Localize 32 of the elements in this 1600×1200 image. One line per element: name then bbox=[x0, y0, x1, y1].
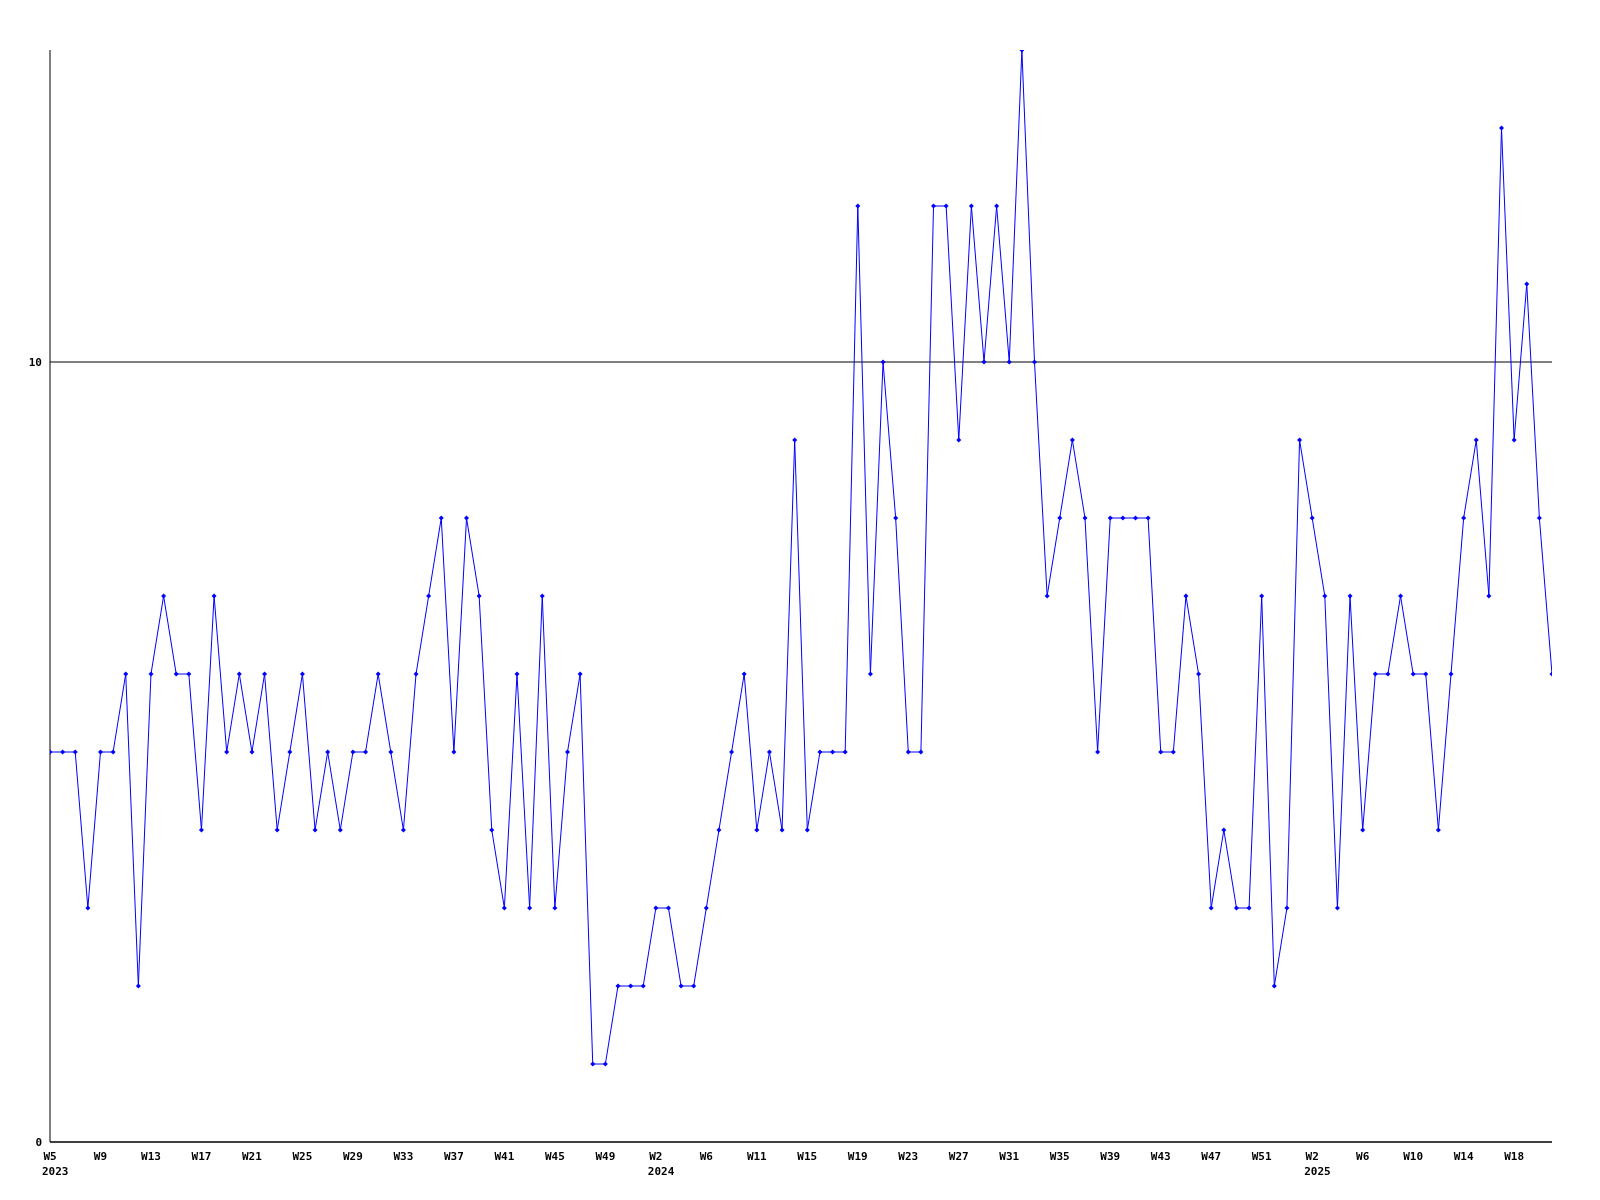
x-tick-label: W14 bbox=[1453, 1150, 1474, 1163]
x-tick-label: W9 bbox=[93, 1150, 108, 1163]
x-tick-label: W18 bbox=[1504, 1150, 1525, 1163]
x-tick-label: W49 bbox=[595, 1150, 616, 1163]
x-tick-label: W10 bbox=[1403, 1150, 1424, 1163]
x-tick-label: W43 bbox=[1150, 1150, 1171, 1163]
x-tick-label: W23 bbox=[898, 1150, 919, 1163]
x-tick-label: W19 bbox=[847, 1150, 868, 1163]
x-tick-label: W27 bbox=[948, 1150, 969, 1163]
x-tick-label: W39 bbox=[1100, 1150, 1121, 1163]
x-tick-label: W5 2023 bbox=[42, 1150, 69, 1178]
x-tick-label: W47 bbox=[1201, 1150, 1222, 1163]
y-tick-label: 10 bbox=[28, 355, 42, 369]
x-tick-label: W2 2024 bbox=[647, 1150, 675, 1178]
x-tick-label: W41 bbox=[494, 1150, 515, 1163]
x-tick-label: W31 bbox=[999, 1150, 1020, 1163]
y-tick-label: 0 bbox=[35, 1135, 42, 1149]
x-tick-label: W35 bbox=[1049, 1150, 1070, 1163]
x-tick-label: W33 bbox=[393, 1150, 414, 1163]
x-tick-label: W13 bbox=[141, 1150, 161, 1163]
x-tick-label: W37 bbox=[443, 1150, 464, 1163]
x-tick-label: W25 bbox=[292, 1150, 313, 1163]
x-tick-label: W21 bbox=[242, 1150, 263, 1163]
x-tick-label: W17 bbox=[191, 1150, 212, 1163]
x-tick-label: W6 bbox=[1356, 1150, 1370, 1163]
x-tick-label: W15 bbox=[797, 1150, 818, 1163]
x-tick-label: W51 bbox=[1251, 1150, 1273, 1163]
x-tick-label: W29 bbox=[342, 1150, 363, 1163]
x-tick-label: W11 bbox=[746, 1150, 768, 1163]
x-tick-label: W45 bbox=[544, 1150, 565, 1163]
x-tick-label: W2 2025 bbox=[1304, 1150, 1331, 1178]
x-tick-label: W6 bbox=[699, 1150, 714, 1163]
